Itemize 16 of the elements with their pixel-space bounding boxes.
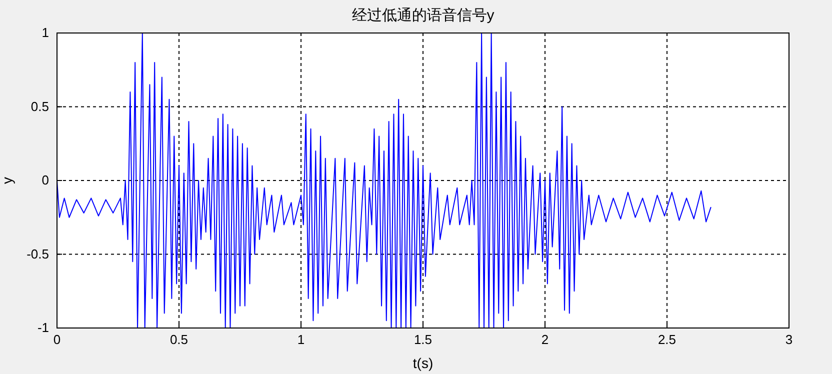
x-tick-label: 2 xyxy=(541,332,549,347)
x-tick-label: 1 xyxy=(297,332,305,347)
y-tick-label: -0.5 xyxy=(26,246,49,262)
y-tick-label: 0.5 xyxy=(30,98,49,114)
x-tick-label: 0.5 xyxy=(170,332,188,347)
y-axis-title: y xyxy=(0,177,15,184)
y-tick-label: 0 xyxy=(42,172,49,188)
line-series xyxy=(57,33,712,328)
x-tick-label: 1.5 xyxy=(414,332,432,347)
y-tick-label: 1 xyxy=(42,25,49,40)
x-axis-title: t(s) xyxy=(412,355,434,371)
chart-title: 经过低通的语音信号y xyxy=(352,7,495,24)
y-tick-label: -1 xyxy=(37,320,49,335)
x-tick-label: 0 xyxy=(53,332,61,347)
x-tick-label: 3 xyxy=(785,332,793,347)
x-tick-label: 2.5 xyxy=(658,332,676,347)
